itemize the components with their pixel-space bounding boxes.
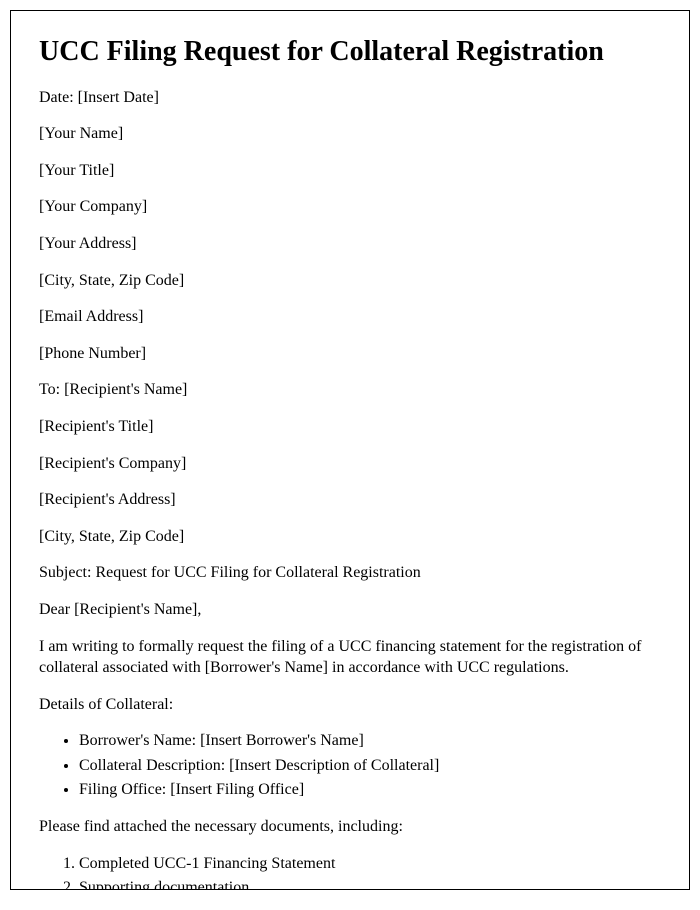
header-line: [Email Address] <box>39 306 661 328</box>
header-line: [Your Address] <box>39 233 661 255</box>
details-label: Details of Collateral: <box>39 694 661 716</box>
document-page: UCC Filing Request for Collateral Regist… <box>10 10 690 890</box>
header-line: To: [Recipient's Name] <box>39 379 661 401</box>
list-item: Borrower's Name: [Insert Borrower's Name… <box>79 730 661 752</box>
header-line: [Recipient's Title] <box>39 416 661 438</box>
salutation: Dear [Recipient's Name], <box>39 599 661 621</box>
list-item: Supporting documentation <box>79 877 661 890</box>
header-line: [City, State, Zip Code] <box>39 270 661 292</box>
header-line: Date: [Insert Date] <box>39 87 661 109</box>
list-item: Filing Office: [Insert Filing Office] <box>79 779 661 801</box>
header-block: Date: [Insert Date] [Your Name] [Your Titl… <box>39 87 661 548</box>
document-title: UCC Filing Request for Collateral Regist… <box>39 35 661 69</box>
attachments-label: Please find attached the necessary docum… <box>39 816 661 838</box>
header-line: [Your Name] <box>39 123 661 145</box>
list-item: Completed UCC-1 Financing Statement <box>79 853 661 875</box>
body-paragraph-1: I am writing to formally request the fil… <box>39 636 661 679</box>
collateral-details-list: Borrower's Name: [Insert Borrower's Name… <box>39 730 661 801</box>
subject-line: Subject: Request for UCC Filing for Coll… <box>39 562 661 584</box>
header-line: [Your Company] <box>39 196 661 218</box>
header-line: [Your Title] <box>39 160 661 182</box>
header-line: [Recipient's Address] <box>39 489 661 511</box>
list-item: Collateral Description: [Insert Descript… <box>79 755 661 777</box>
attachments-list: Completed UCC-1 Financing Statement Suppo… <box>39 853 661 890</box>
header-line: [City, State, Zip Code] <box>39 526 661 548</box>
header-line: [Recipient's Company] <box>39 453 661 475</box>
header-line: [Phone Number] <box>39 343 661 365</box>
